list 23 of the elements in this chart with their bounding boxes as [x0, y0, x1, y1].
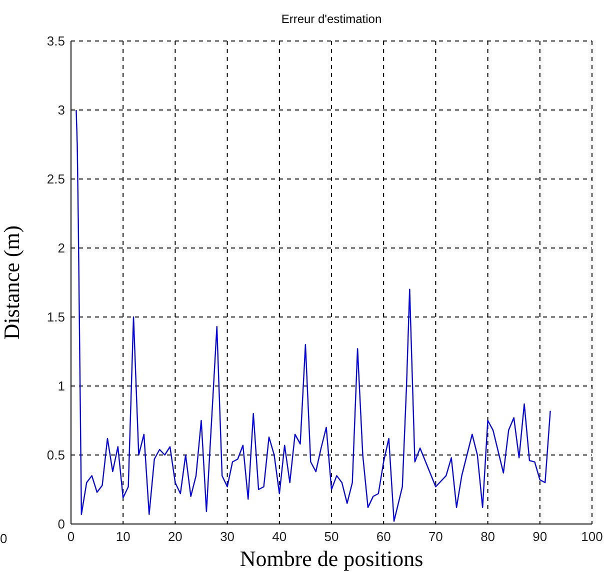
- y-tick-label: 2.5: [46, 172, 65, 187]
- x-tick-label: 0: [67, 529, 75, 544]
- x-tick-label: 80: [480, 529, 496, 544]
- x-tick-label: 40: [272, 529, 287, 544]
- y-tick-label: 3: [58, 102, 65, 118]
- y-tick-label: 0: [58, 516, 65, 532]
- y-tick-label: 1: [58, 378, 65, 394]
- x-tick-label: 90: [532, 529, 548, 544]
- y-tick-label: 3.5: [46, 34, 65, 49]
- x-tick-label: 100: [581, 529, 603, 544]
- y-tick-label: 0.5: [46, 448, 65, 463]
- y-axis-title: Distance (m): [0, 225, 24, 340]
- x-tick-label: 50: [324, 529, 339, 544]
- x-tick-label: 60: [376, 529, 391, 544]
- x-axis-title: Nombre de positions: [240, 546, 424, 571]
- x-tick-label: 10: [116, 529, 130, 544]
- x-tick-label: 70: [428, 529, 443, 544]
- y-tick-label: 2: [58, 240, 65, 256]
- x-tick-label: 30: [220, 529, 235, 544]
- chart-title: Erreur d'estimation: [280, 12, 383, 26]
- x-tick-label: 20: [168, 529, 182, 544]
- line-series: [76, 109, 551, 522]
- y-tick-label: 1.5: [46, 310, 65, 325]
